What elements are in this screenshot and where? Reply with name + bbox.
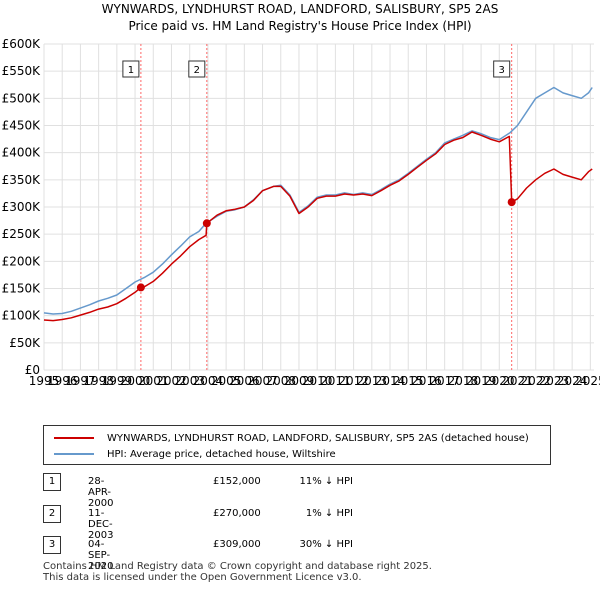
x-tick-label: 2018 (448, 374, 479, 388)
legend-item-property: WYNWARDS, LYNDHURST ROAD, LANDFORD, SALI… (54, 431, 529, 445)
x-tick-label: 1998 (83, 374, 114, 388)
sale-number: 3 (43, 536, 61, 554)
legend-label-property: WYNWARDS, LYNDHURST ROAD, LANDFORD, SALI… (107, 432, 529, 444)
x-tick-label: 2014 (375, 374, 406, 388)
x-tick-label: 1996 (47, 374, 78, 388)
x-tick-label: 2016 (411, 374, 442, 388)
y-tick-label: £400K (2, 146, 42, 160)
sale-date: 11-DEC-2003 (88, 508, 114, 541)
x-tick-label: 1997 (65, 374, 96, 388)
x-tick-label: 2010 (302, 374, 333, 388)
x-tick-label: 2003 (174, 374, 205, 388)
chart-subtitle: Price paid vs. HM Land Registry's House … (128, 19, 472, 33)
x-tick-label: 2023 (539, 374, 570, 388)
y-tick-label: £600K (2, 37, 42, 51)
legend-swatch-hpi (54, 453, 94, 455)
sale-marker-label: 3 (498, 65, 504, 76)
legend-item-hpi: HPI: Average price, detached house, Wilt… (54, 447, 336, 461)
x-tick-label: 2025 (575, 374, 600, 388)
sale-date: 28-APR-2000 (88, 476, 114, 509)
sale-point (507, 198, 516, 207)
x-tick-label: 2015 (393, 374, 424, 388)
y-tick-label: £100K (2, 309, 42, 323)
y-tick-label: £300K (2, 200, 42, 214)
price-chart: £0 £50K £100K £150K £200K £250K £300K £350K £400… (2, 37, 600, 388)
sale-price: £270,000 (213, 508, 261, 519)
x-tick-label: 2008 (265, 374, 296, 388)
x-tick-label: 2002 (156, 374, 187, 388)
y-tick-label: £200K (2, 254, 42, 268)
chart-title: WYNWARDS, LYNDHURST ROAD, LANDFORD, SALI… (101, 2, 499, 16)
y-tick-label: £550K (2, 64, 42, 78)
sale-hpi-diff: 30% ↓ HPI (299, 539, 353, 550)
x-tick-label: 2007 (247, 374, 278, 388)
x-tick-label: 2005 (211, 374, 242, 388)
sale-marker-label: 1 (128, 65, 134, 76)
y-tick-label: £50K (9, 336, 41, 350)
x-tick-label: 2006 (229, 374, 260, 388)
x-tick-label: 2012 (338, 374, 369, 388)
y-tick-label: £250K (2, 227, 42, 241)
x-tick-label: 1999 (102, 374, 133, 388)
x-tick-label: 2019 (466, 374, 497, 388)
y-tick-label: £450K (2, 119, 42, 133)
y-tick-label: £500K (2, 91, 42, 105)
sale-number: 1 (43, 473, 61, 491)
sale-marker-box (493, 60, 511, 78)
sale-number: 2 (43, 505, 61, 523)
sale-marker-box (188, 60, 206, 78)
x-tick-label: 2024 (557, 374, 588, 388)
x-tick-label: 2009 (284, 374, 315, 388)
footer-licence: This data is licensed under the Open Gov… (43, 572, 362, 583)
x-tick-label: 2011 (320, 374, 351, 388)
legend-swatch-property (54, 437, 94, 439)
footer-copyright: Contains HM Land Registry data © Crown c… (43, 561, 432, 572)
sale-point (202, 219, 211, 228)
sale-point (136, 283, 145, 292)
x-tick-label: 2017 (429, 374, 460, 388)
x-tick-label: 2000 (120, 374, 151, 388)
sale-price: £309,000 (213, 539, 261, 550)
x-tick-label: 2004 (193, 374, 224, 388)
y-tick-label: £350K (2, 173, 42, 187)
y-tick-label: £150K (2, 282, 42, 296)
x-tick-label: 2001 (138, 374, 169, 388)
x-tick-label: 2013 (357, 374, 388, 388)
sale-marker-box (122, 60, 140, 78)
sale-marker-label: 2 (194, 65, 200, 76)
y-tick-label: £0 (25, 363, 40, 377)
hpi-line (43, 86, 593, 315)
x-tick-label: 1995 (29, 374, 60, 388)
sale-price: £152,000 (213, 476, 261, 487)
legend-label-hpi: HPI: Average price, detached house, Wilt… (107, 448, 336, 460)
x-tick-label: 2020 (484, 374, 515, 388)
x-tick-label: 2021 (502, 374, 533, 388)
sale-hpi-diff: 1% ↓ HPI (305, 508, 353, 519)
sale-date: 04-SEP-2020 (88, 539, 114, 572)
legend: WYNWARDS, LYNDHURST ROAD, LANDFORD, SALI… (43, 425, 551, 465)
sale-hpi-diff: 11% ↓ HPI (299, 476, 353, 487)
x-tick-label: 2022 (520, 374, 551, 388)
